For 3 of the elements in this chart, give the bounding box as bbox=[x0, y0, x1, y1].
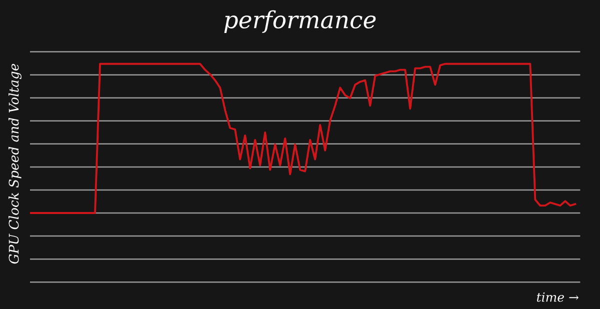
y-axis-title: GPU Clock Speed and Voltage bbox=[8, 64, 22, 264]
text: time → bbox=[536, 292, 579, 302]
chart-title: performance bbox=[224, 10, 376, 34]
